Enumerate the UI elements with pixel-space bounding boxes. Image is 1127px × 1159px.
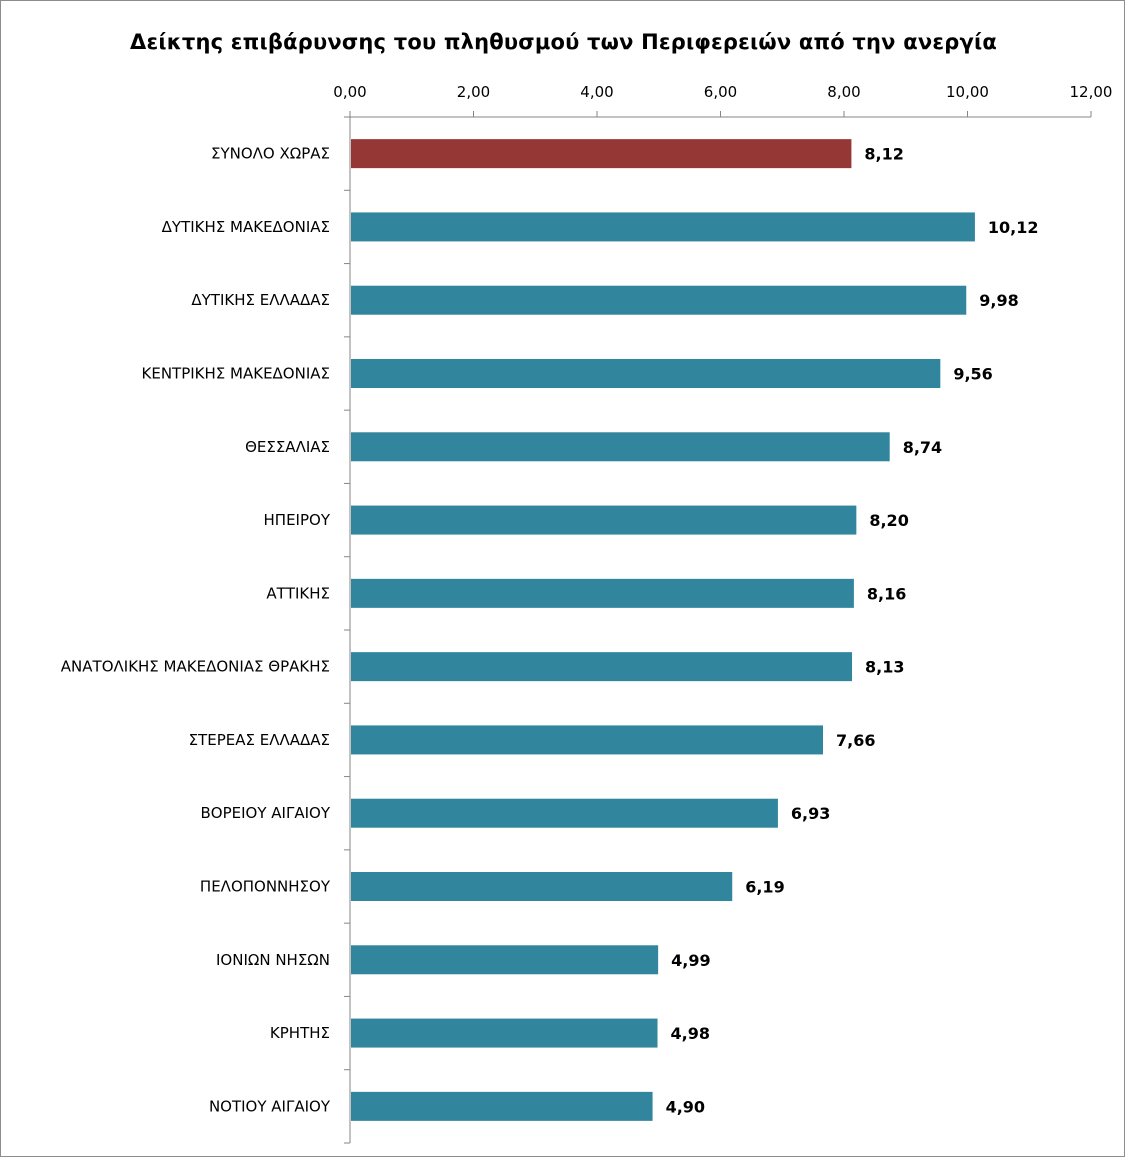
- x-tick-label: 10,00: [946, 83, 989, 101]
- data-label: 8,16: [867, 584, 906, 603]
- data-label: 7,66: [836, 731, 875, 750]
- bar: [351, 1091, 653, 1121]
- bar: [351, 505, 857, 535]
- bar: [351, 578, 854, 608]
- data-label: 6,19: [745, 878, 784, 897]
- data-label: 4,98: [671, 1024, 710, 1043]
- category-label: ΘΕΣΣΑΛΙΑΣ: [245, 438, 330, 456]
- data-label: 4,99: [671, 951, 710, 970]
- category-label: ΒΟΡΕΙΟΥ ΑΙΓΑΙΟΥ: [201, 804, 331, 822]
- bar: [351, 285, 967, 315]
- category-label: ΚΡΗΤΗΣ: [270, 1024, 330, 1042]
- x-tick-label: 4,00: [580, 83, 613, 101]
- data-label: 8,74: [903, 438, 942, 457]
- bar: [351, 359, 941, 388]
- category-label: ΑΤΤΙΚΗΣ: [266, 584, 330, 602]
- category-label: ΗΠΕΙΡΟΥ: [264, 511, 331, 529]
- x-tick-label: 2,00: [457, 83, 490, 101]
- bar: [351, 872, 733, 901]
- chart-title: Δείκτης επιβάρυνσης του πληθυσμού των Πε…: [130, 30, 997, 54]
- category-label: ΚΕΝΤΡΙΚΗΣ ΜΑΚΕΔΟΝΙΑΣ: [142, 365, 331, 383]
- bar: [351, 945, 659, 975]
- data-label: 8,12: [864, 145, 903, 164]
- x-tick-label: 8,00: [827, 83, 860, 101]
- category-label: ΣΥΝΟΛΟ ΧΩΡΑΣ: [211, 145, 330, 163]
- bar: [351, 212, 975, 242]
- data-label: 8,13: [865, 658, 904, 677]
- data-label: 9,56: [953, 365, 992, 384]
- category-label: ΔΥΤΙΚΗΣ ΜΑΚΕΔΟΝΙΑΣ: [162, 218, 330, 236]
- category-label: ΑΝΑΤΟΛΙΚΗΣ ΜΑΚΕΔΟΝΙΑΣ ΘΡΑΚΗΣ: [61, 658, 330, 676]
- bar: [351, 432, 890, 462]
- data-label: 4,90: [666, 1097, 705, 1116]
- bar: [351, 652, 853, 682]
- data-label: 10,12: [988, 218, 1039, 237]
- data-label: 8,20: [869, 511, 908, 530]
- bar: [351, 725, 824, 755]
- category-label: ΔΥΤΙΚΗΣ ΕΛΛΑΔΑΣ: [191, 291, 330, 309]
- data-label: 6,93: [791, 804, 830, 823]
- bar: [351, 139, 852, 169]
- category-label: ΠΕΛΟΠΟΝΝΗΣΟΥ: [200, 878, 331, 896]
- data-label: 9,98: [979, 291, 1018, 310]
- bar: [351, 798, 778, 828]
- x-tick-label: 12,00: [1070, 83, 1113, 101]
- x-tick-label: 0,00: [333, 83, 366, 101]
- category-label: ΝΟΤΙΟΥ ΑΙΓΑΙΟΥ: [209, 1097, 331, 1115]
- category-label: ΣΤΕΡΕΑΣ ΕΛΛΑΔΑΣ: [189, 731, 330, 749]
- bar: [351, 1018, 658, 1048]
- x-tick-label: 6,00: [704, 83, 737, 101]
- category-label: ΙΟΝΙΩΝ ΝΗΣΩΝ: [216, 951, 330, 969]
